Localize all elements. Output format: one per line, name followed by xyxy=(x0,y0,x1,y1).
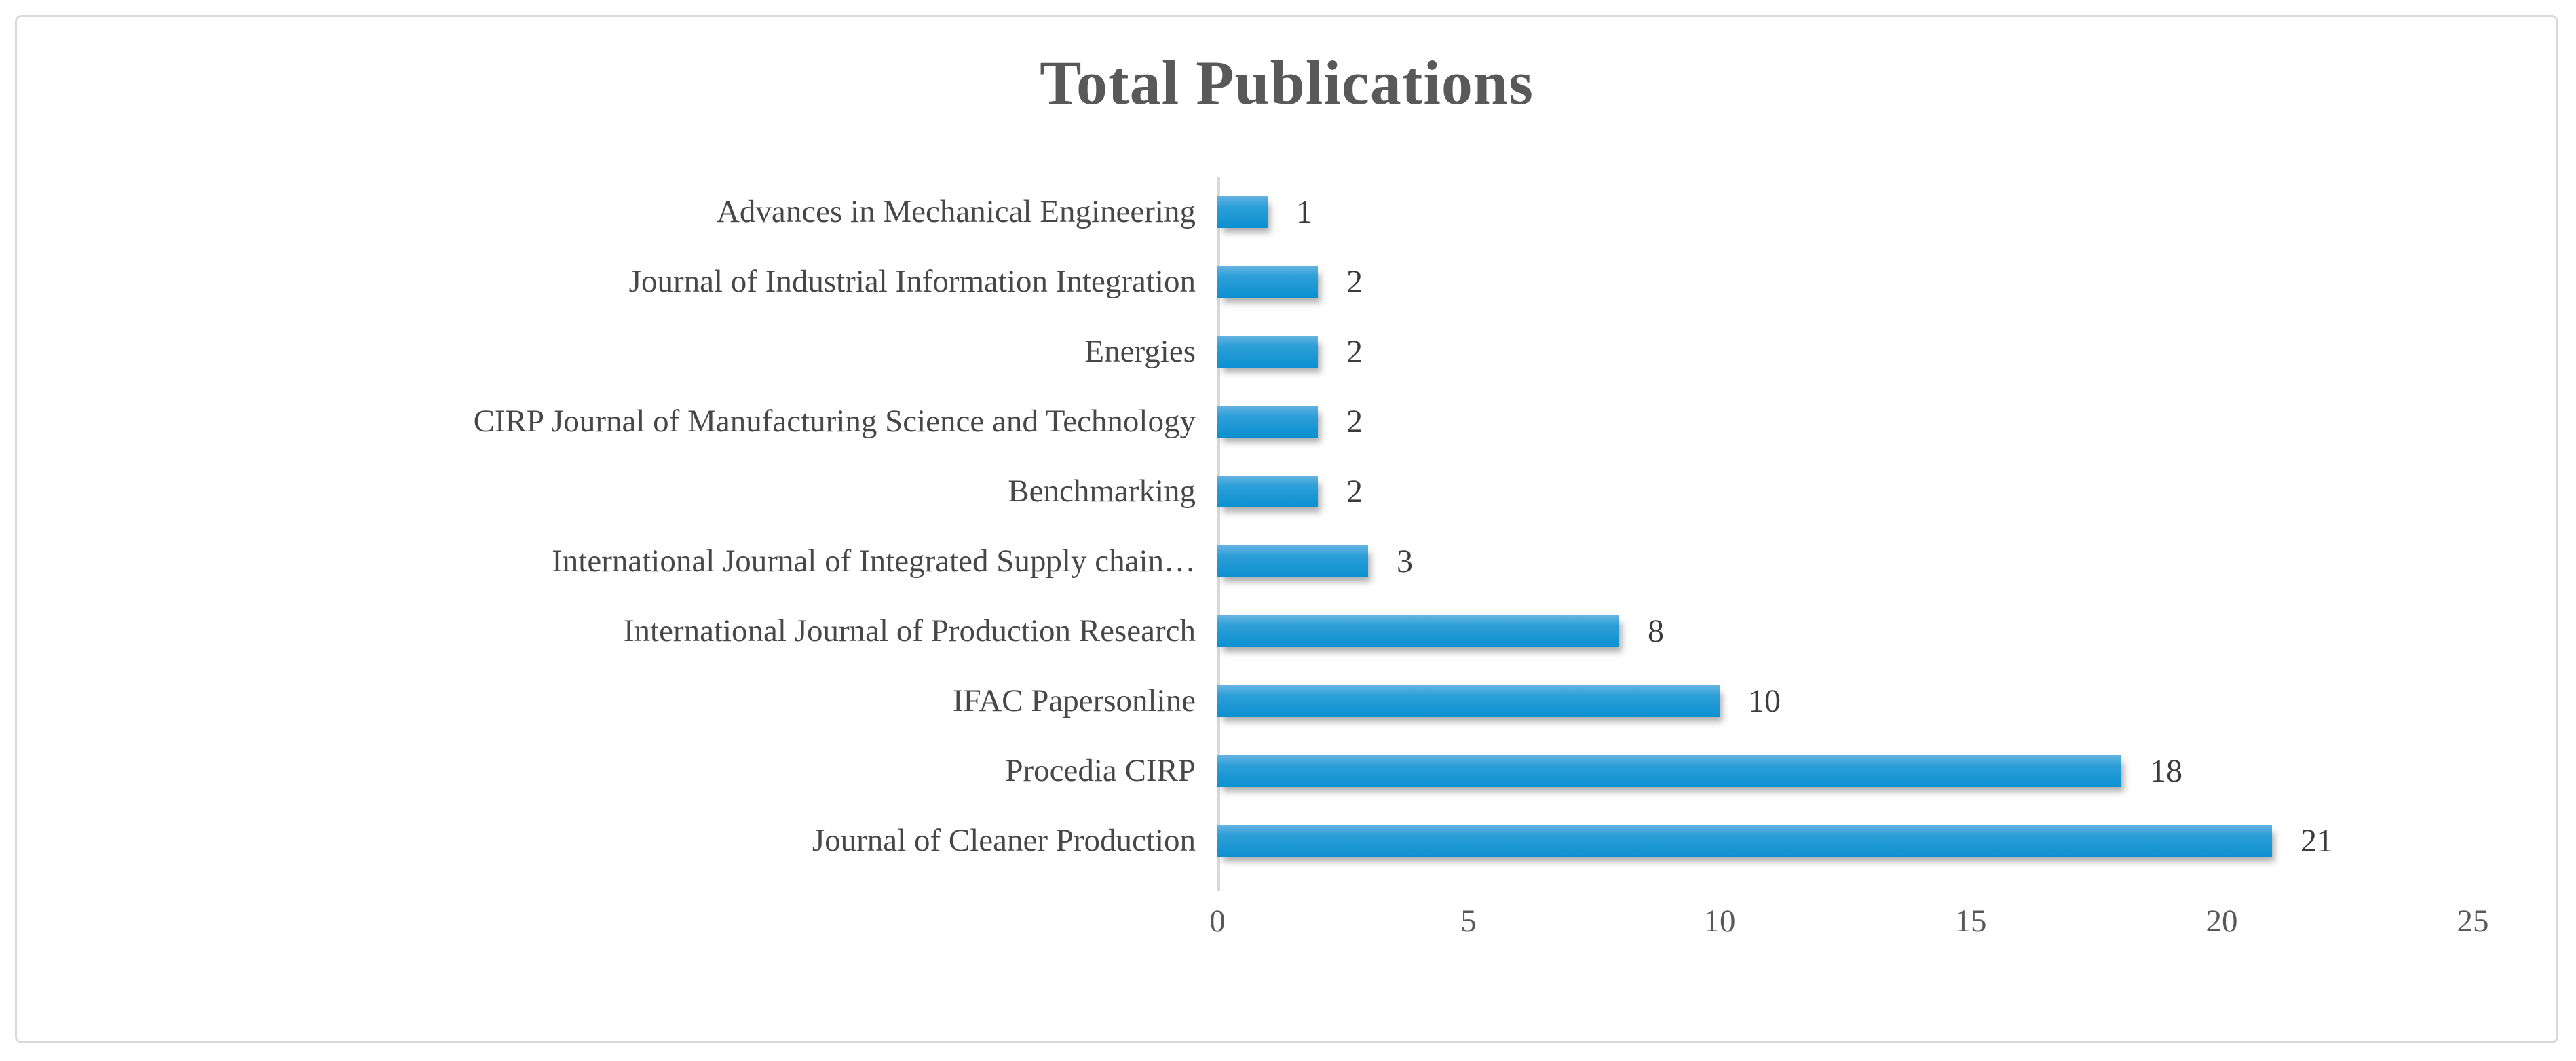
category-label: Benchmarking xyxy=(1008,474,1196,509)
value-label: 18 xyxy=(2150,752,2182,789)
value-label: 2 xyxy=(1346,333,1363,370)
bar xyxy=(1217,406,1318,438)
value-label: 1 xyxy=(1296,193,1312,230)
bar-row: Journal of Cleaner Production 21 xyxy=(33,806,2540,876)
bar-track: 2 xyxy=(1217,387,2473,457)
x-tick-label: 15 xyxy=(1954,904,1987,939)
bar-track: 21 xyxy=(1217,806,2473,876)
bar-row: Advances in Mechanical Engineering 1 xyxy=(33,177,2540,247)
chart-frame: Total Publications Advances in Mechanica… xyxy=(15,15,2558,1043)
bar-track: 2 xyxy=(1217,457,2473,526)
chart-title: Total Publications xyxy=(1040,48,1534,117)
value-label: 8 xyxy=(1648,613,1664,649)
bar-track: 2 xyxy=(1217,247,2473,317)
x-axis: 0 5 10 15 20 25 xyxy=(1209,904,2488,949)
bar-row: International Journal of Integrated Supp… xyxy=(33,526,2540,596)
bar xyxy=(1217,336,1318,368)
bar xyxy=(1217,476,1318,507)
plot-area: Advances in Mechanical Engineering 1 Jou… xyxy=(17,177,2556,949)
x-tick-label: 10 xyxy=(1703,904,1736,939)
value-label: 10 xyxy=(1748,682,1781,719)
bar-track: 1 xyxy=(1217,177,2473,247)
category-label: Journal of Industrial Information Integr… xyxy=(628,264,1196,299)
x-tick-label: 20 xyxy=(2205,904,2238,939)
value-label: 2 xyxy=(1346,403,1363,440)
bar xyxy=(1217,825,2272,857)
bar-row: Procedia CIRP 18 xyxy=(33,736,2540,806)
y-axis-line xyxy=(1217,177,1220,891)
bar-track: 3 xyxy=(1217,526,2473,596)
x-tick-label: 25 xyxy=(2457,904,2489,939)
bar xyxy=(1217,545,1368,577)
bar-row: Benchmarking 2 xyxy=(33,457,2540,526)
category-label: Energies xyxy=(1084,334,1196,369)
bar-track: 10 xyxy=(1217,666,2473,736)
bar xyxy=(1217,266,1318,298)
category-label: International Journal of Integrated Supp… xyxy=(552,543,1196,579)
value-label: 2 xyxy=(1346,473,1363,509)
bar-row: IFAC Papersonline 10 xyxy=(33,666,2540,736)
bar xyxy=(1217,615,1619,647)
value-label: 2 xyxy=(1346,263,1363,300)
bar-row: Energies 2 xyxy=(33,317,2540,387)
bar xyxy=(1217,196,1268,228)
bar-track: 2 xyxy=(1217,317,2473,387)
bar-row: Journal of Industrial Information Integr… xyxy=(33,247,2540,317)
x-tick-label: 0 xyxy=(1209,904,1226,939)
value-label: 3 xyxy=(1397,543,1413,579)
bar xyxy=(1217,755,2121,787)
bar-track: 8 xyxy=(1217,596,2473,666)
category-label: Advances in Mechanical Engineering xyxy=(716,194,1196,229)
bar-row: International Journal of Production Rese… xyxy=(33,596,2540,666)
value-label: 21 xyxy=(2300,822,2333,859)
x-tick-label: 5 xyxy=(1460,904,1477,939)
bar-row: CIRP Journal of Manufacturing Science an… xyxy=(33,387,2540,457)
category-label: IFAC Papersonline xyxy=(952,683,1196,718)
category-label: CIRP Journal of Manufacturing Science an… xyxy=(473,404,1196,439)
category-label: International Journal of Production Rese… xyxy=(623,613,1196,649)
category-label: Procedia CIRP xyxy=(1005,753,1196,788)
bar-track: 18 xyxy=(1217,736,2473,806)
bar-rows: Advances in Mechanical Engineering 1 Jou… xyxy=(33,177,2540,891)
bar xyxy=(1217,685,1720,717)
category-label: Journal of Cleaner Production xyxy=(812,823,1196,858)
